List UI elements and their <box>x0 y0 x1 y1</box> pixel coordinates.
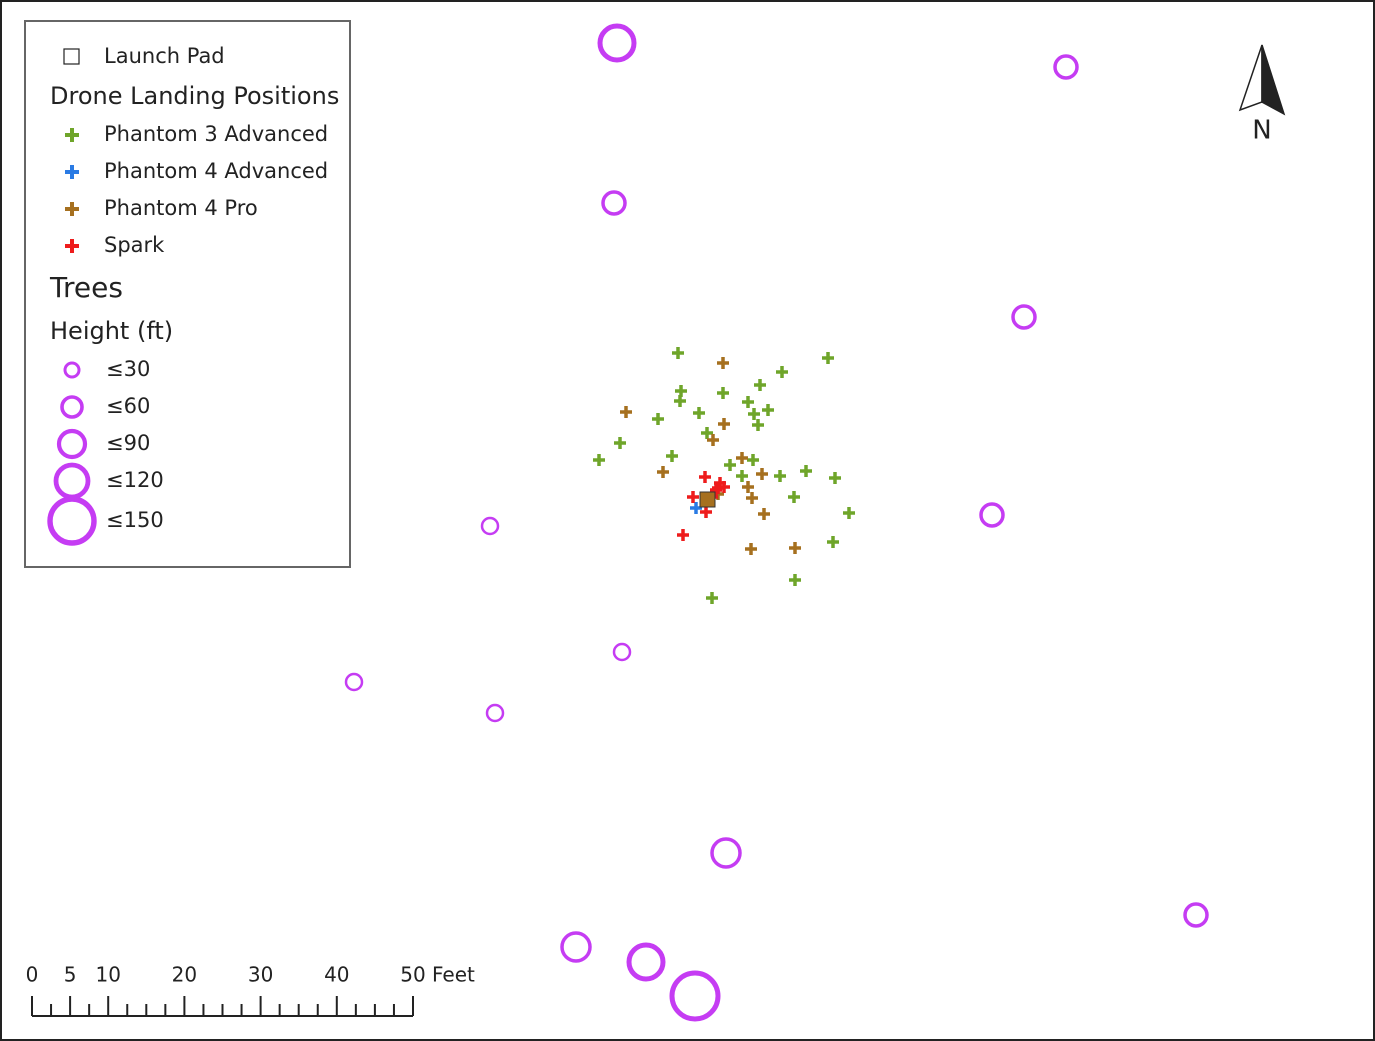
drone-landing <box>593 454 605 466</box>
drone-landing <box>758 508 770 520</box>
tree <box>979 502 1005 528</box>
scale-unit: Feet <box>432 963 475 987</box>
drone-landing <box>706 592 718 604</box>
drone-landing <box>724 459 736 471</box>
drone-landing <box>747 454 759 466</box>
tree <box>669 970 721 1022</box>
legend-label: Phantom 4 Advanced <box>104 159 328 183</box>
legend-symbol <box>60 395 84 419</box>
scale-label: 20 <box>172 963 197 987</box>
scale-label: 0 <box>26 963 39 987</box>
drone-landing <box>774 470 786 482</box>
drone-landing <box>788 491 800 503</box>
scale-label: 5 <box>64 963 77 987</box>
scale-label: 30 <box>248 963 273 987</box>
legend-symbol <box>47 496 97 546</box>
drone-landing <box>762 404 774 416</box>
drone-landing <box>843 507 855 519</box>
tree <box>601 190 627 216</box>
drone-landing <box>712 482 724 494</box>
drone-landing <box>690 502 702 514</box>
drone-landing <box>745 543 757 555</box>
drone-landing <box>822 352 834 364</box>
legend-label: ≤60 <box>106 394 150 418</box>
tree <box>612 642 632 662</box>
drone-landing <box>614 437 626 449</box>
scale-label: 40 <box>324 963 349 987</box>
tree <box>597 23 637 63</box>
drone-landing <box>752 419 764 431</box>
legend-heading: Trees <box>49 271 123 304</box>
drone-landing <box>742 481 754 493</box>
scale-label: 50 <box>400 963 425 987</box>
drone-landing <box>620 406 632 418</box>
legend-label: ≤90 <box>106 431 150 455</box>
north-label: N <box>1252 116 1271 146</box>
tree <box>1183 902 1209 928</box>
drone-landing <box>776 366 788 378</box>
legend-label: Phantom 3 Advanced <box>104 122 328 146</box>
drone-landing <box>707 434 719 446</box>
north-arrow: N <box>1238 44 1286 146</box>
legend-label: ≤150 <box>106 508 164 532</box>
legend-symbol <box>56 428 88 460</box>
north-arrow-right <box>1261 44 1286 116</box>
legend-heading: Drone Landing Positions <box>50 82 339 110</box>
drone-landing <box>736 452 748 464</box>
drone-landing <box>789 542 801 554</box>
legend-label: Launch Pad <box>104 44 225 68</box>
legend-symbol <box>65 128 79 142</box>
drone-landing <box>717 357 729 369</box>
legend-symbol <box>65 165 79 179</box>
legend-heading: Height (ft) <box>50 317 173 345</box>
legend-symbol <box>63 361 81 379</box>
drone-landing <box>789 574 801 586</box>
legend-box <box>24 20 351 568</box>
legend-symbol <box>65 202 79 216</box>
drone-landing <box>700 506 712 518</box>
legend-label: Spark <box>104 233 165 257</box>
drone-landing <box>652 413 664 425</box>
drone-landing <box>748 408 760 420</box>
legend-label: ≤120 <box>106 468 164 492</box>
tree <box>480 516 500 536</box>
tree <box>710 837 742 869</box>
drone-landing <box>657 466 669 478</box>
launch-pad <box>699 491 716 508</box>
tree <box>1053 54 1079 80</box>
scale-bar: 0 5 10 20 30 40 50 Feet <box>26 963 475 1017</box>
launch-pad-symbol <box>63 48 80 65</box>
drone-landing <box>829 472 841 484</box>
drone-landing <box>674 395 686 407</box>
drone-landing <box>701 427 713 439</box>
drone-landing <box>746 492 758 504</box>
drone-landing <box>742 396 754 408</box>
scale-label: 10 <box>95 963 120 987</box>
drone-landing <box>827 536 839 548</box>
tree <box>626 942 666 982</box>
drone-landing <box>718 418 730 430</box>
legend-symbol <box>65 239 79 253</box>
drone-landing <box>677 529 689 541</box>
drone-landing <box>687 491 699 503</box>
drone-landing <box>756 468 768 480</box>
drone-landing <box>736 470 748 482</box>
drone-landing <box>717 387 729 399</box>
tree <box>560 931 592 963</box>
legend-label: Phantom 4 Pro <box>104 196 258 220</box>
tree <box>485 703 505 723</box>
drone-landing <box>800 465 812 477</box>
drone-landing <box>754 379 766 391</box>
legend: Launch Pad Drone Landing Positions Trees… <box>24 20 351 568</box>
drone-landing <box>710 484 722 496</box>
drone-landing <box>666 450 678 462</box>
drone-landing <box>693 407 705 419</box>
tree <box>1011 304 1037 330</box>
drone-landing <box>672 347 684 359</box>
drone-landing <box>699 471 711 483</box>
tree <box>344 672 364 692</box>
legend-label: ≤30 <box>106 357 150 381</box>
